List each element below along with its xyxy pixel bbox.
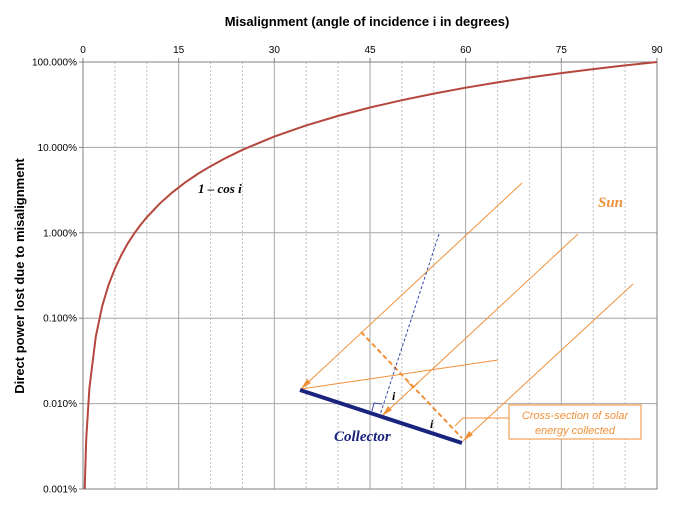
- x-tick-label: 15: [173, 45, 185, 56]
- y-axis: 0.001% 0.010% 0.100% 1.000% 10.000% 100.000%: [32, 58, 83, 496]
- sun-label: Sun: [598, 195, 623, 211]
- x-tick-label: 60: [460, 45, 472, 56]
- y-tick-label: 0.010%: [43, 399, 77, 410]
- y-tick-label: 10.000%: [38, 143, 78, 154]
- angle-label-1: i: [392, 389, 396, 403]
- sun-ray-4: [300, 359, 499, 390]
- sun-ray-1: [300, 182, 523, 390]
- cross-section-line: [360, 331, 463, 439]
- cross-section-angle-mark: [406, 380, 420, 389]
- sun-ray-2: [381, 233, 579, 417]
- arrowhead-3: [463, 431, 473, 441]
- callout-text-line1: Cross-section of solar: [522, 410, 630, 422]
- y-tick-label: 0.001%: [43, 485, 77, 496]
- y-tick-label: 1.000%: [43, 228, 77, 239]
- callout-leader: [454, 417, 509, 427]
- callout-box: [508, 404, 642, 440]
- sun-rays: [300, 182, 634, 442]
- ray-arrowheads: [301, 379, 473, 441]
- x-tick-label: 75: [556, 45, 568, 56]
- collector-surface: [299, 388, 463, 445]
- series-line-1-cos-i: [83, 61, 658, 490]
- grid: [83, 62, 657, 489]
- curve-label: 1 – cos i: [198, 181, 242, 196]
- arrowhead-2: [382, 406, 392, 416]
- y-axis-title: Direct power lost due to misalignment: [12, 158, 27, 394]
- sun-ray-3: [462, 283, 634, 442]
- y-tick-label: 100.000%: [32, 58, 77, 69]
- x-axis-title: Misalignment (angle of incidence i in de…: [225, 14, 510, 29]
- x-tick-label: 0: [80, 45, 86, 56]
- y-tick-label: 0.100%: [43, 314, 77, 325]
- x-tick-label: 90: [651, 45, 663, 56]
- callout-text-line2: energy collected: [535, 425, 616, 437]
- collector-label: Collector: [334, 429, 391, 445]
- normal-line: [379, 233, 440, 416]
- right-angle-mark: [371, 402, 383, 412]
- x-tick-label: 30: [269, 45, 281, 56]
- collector-diagram: Collector i i Sun Cross-section of solar…: [299, 182, 642, 445]
- x-axis: 0 15 30 45 60 75 90: [80, 45, 663, 62]
- angle-label-2: i: [430, 417, 434, 431]
- arrowhead-1: [301, 379, 311, 389]
- x-tick-label: 45: [364, 45, 376, 56]
